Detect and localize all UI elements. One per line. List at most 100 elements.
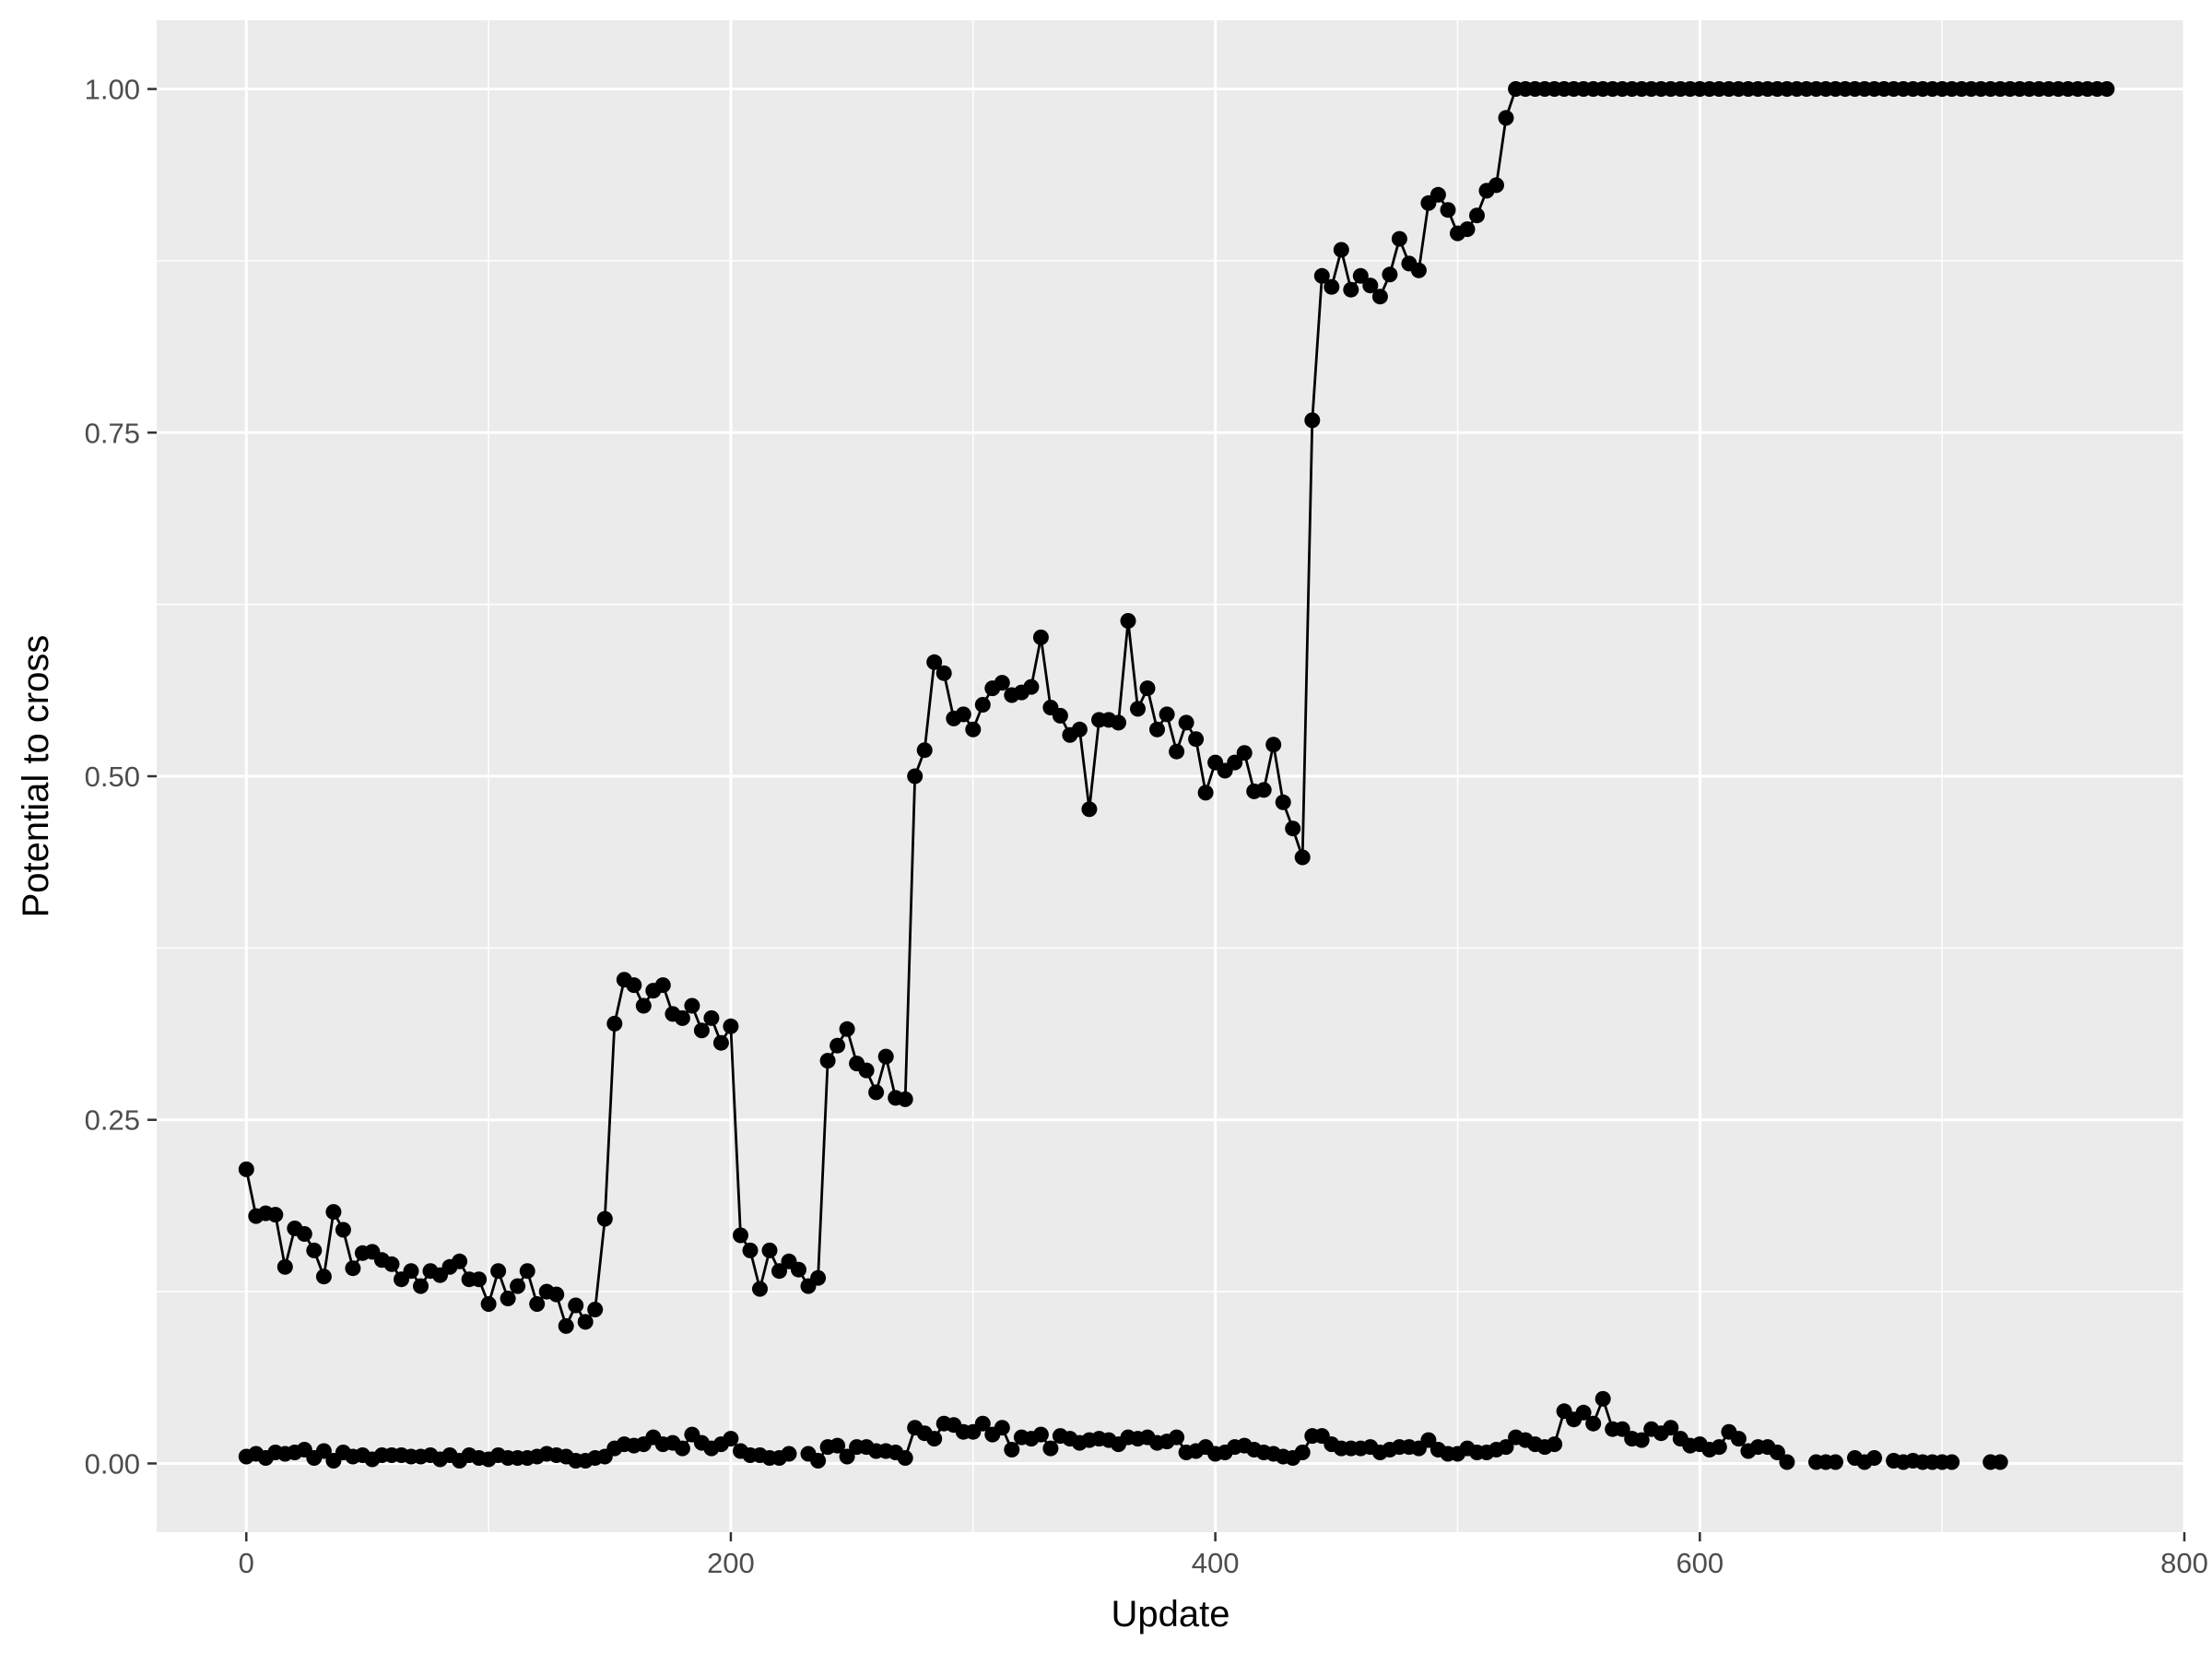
data-point — [1285, 820, 1301, 837]
data-point — [1585, 1415, 1602, 1432]
y-axis: 0.00 0.25 0.50 0.75 1.00 — [85, 74, 157, 1480]
data-point — [2099, 81, 2115, 97]
data-point — [965, 721, 982, 738]
data-point — [1391, 230, 1407, 247]
data-point — [1032, 629, 1049, 645]
x-tick-label: 400 — [1192, 1547, 1240, 1579]
series-1 — [238, 81, 2115, 1334]
data-point — [703, 1009, 720, 1026]
x-axis-label: Update — [1112, 1594, 1230, 1634]
data-point — [1188, 731, 1205, 748]
data-point — [1139, 680, 1156, 697]
data-point — [315, 1269, 332, 1285]
data-point — [916, 742, 933, 759]
data-point — [1459, 221, 1476, 238]
data-point — [1111, 714, 1126, 731]
data-point — [1430, 186, 1446, 203]
data-point — [935, 665, 952, 681]
y-tick-label: 0.00 — [85, 1447, 140, 1480]
data-point — [761, 1242, 778, 1258]
data-point — [1488, 177, 1504, 194]
data-point — [693, 1022, 710, 1039]
data-point — [752, 1280, 768, 1297]
data-point — [1169, 743, 1185, 760]
data-point — [858, 1062, 875, 1079]
x-axis: 0 200 400 600 800 — [239, 1532, 2208, 1579]
x-tick-label: 200 — [707, 1547, 755, 1579]
y-tick-label: 0.50 — [85, 761, 140, 793]
data-point — [830, 1437, 846, 1454]
data-point — [781, 1446, 797, 1462]
data-point — [1498, 110, 1514, 126]
data-point — [1023, 679, 1040, 695]
data-point — [1711, 1439, 1727, 1456]
data-point — [1275, 794, 1291, 810]
data-point — [1265, 737, 1282, 753]
data-point — [635, 997, 652, 1014]
data-point — [810, 1269, 827, 1286]
y-axis-label: Potential to cross — [16, 635, 56, 918]
data-point — [1371, 289, 1388, 305]
data-point — [1333, 242, 1349, 258]
data-point — [1410, 262, 1427, 278]
data-point — [1498, 1439, 1514, 1456]
y-tick-label: 0.75 — [85, 417, 140, 449]
data-point — [490, 1263, 507, 1280]
data-point — [452, 1253, 468, 1269]
data-point — [1547, 1436, 1563, 1453]
data-point — [897, 1091, 913, 1107]
data-point — [1730, 1431, 1747, 1447]
data-point — [1575, 1404, 1592, 1421]
data-point — [1071, 721, 1088, 738]
data-point — [1992, 1454, 2008, 1470]
data-point — [868, 1084, 885, 1101]
data-point — [1614, 1421, 1630, 1437]
data-point — [1004, 1442, 1020, 1457]
data-point — [1236, 745, 1253, 761]
y-tick-label: 1.00 — [85, 74, 140, 106]
data-point — [1169, 1429, 1185, 1446]
data-point — [1779, 1454, 1795, 1470]
data-point — [1042, 1440, 1059, 1457]
data-point — [383, 1256, 400, 1272]
data-point — [723, 1431, 739, 1447]
data-point — [335, 1221, 351, 1238]
x-tick-label: 0 — [239, 1547, 254, 1579]
data-point — [723, 1018, 739, 1034]
data-point — [1440, 202, 1456, 218]
data-point — [606, 1015, 623, 1032]
data-point — [1081, 801, 1098, 818]
data-point — [548, 1286, 565, 1303]
data-point — [1130, 701, 1146, 717]
data-point — [500, 1291, 516, 1306]
data-point — [819, 1053, 836, 1069]
data-point — [1352, 267, 1369, 284]
data-point — [626, 977, 642, 994]
x-tick-label: 600 — [1676, 1547, 1724, 1579]
data-point — [345, 1260, 361, 1277]
data-point — [955, 706, 971, 723]
data-point — [267, 1207, 284, 1223]
data-point — [471, 1271, 488, 1288]
data-point — [1149, 721, 1165, 738]
data-point — [1382, 266, 1398, 283]
data-point — [742, 1242, 759, 1258]
data-point — [926, 1431, 943, 1447]
data-point — [897, 1450, 913, 1466]
data-point — [712, 1034, 729, 1051]
data-point — [684, 997, 700, 1014]
data-point — [276, 1258, 293, 1275]
data-point — [558, 1317, 574, 1334]
data-point — [1828, 1454, 1843, 1470]
data-point — [771, 1263, 787, 1280]
data-point — [1032, 1426, 1049, 1443]
data-point — [1663, 1420, 1679, 1436]
data-point — [830, 1037, 846, 1054]
data-point — [791, 1261, 806, 1278]
data-point — [994, 675, 1010, 691]
data-point — [1944, 1454, 1960, 1470]
data-point — [519, 1263, 535, 1280]
data-point — [1343, 281, 1359, 298]
data-point — [994, 1420, 1010, 1436]
